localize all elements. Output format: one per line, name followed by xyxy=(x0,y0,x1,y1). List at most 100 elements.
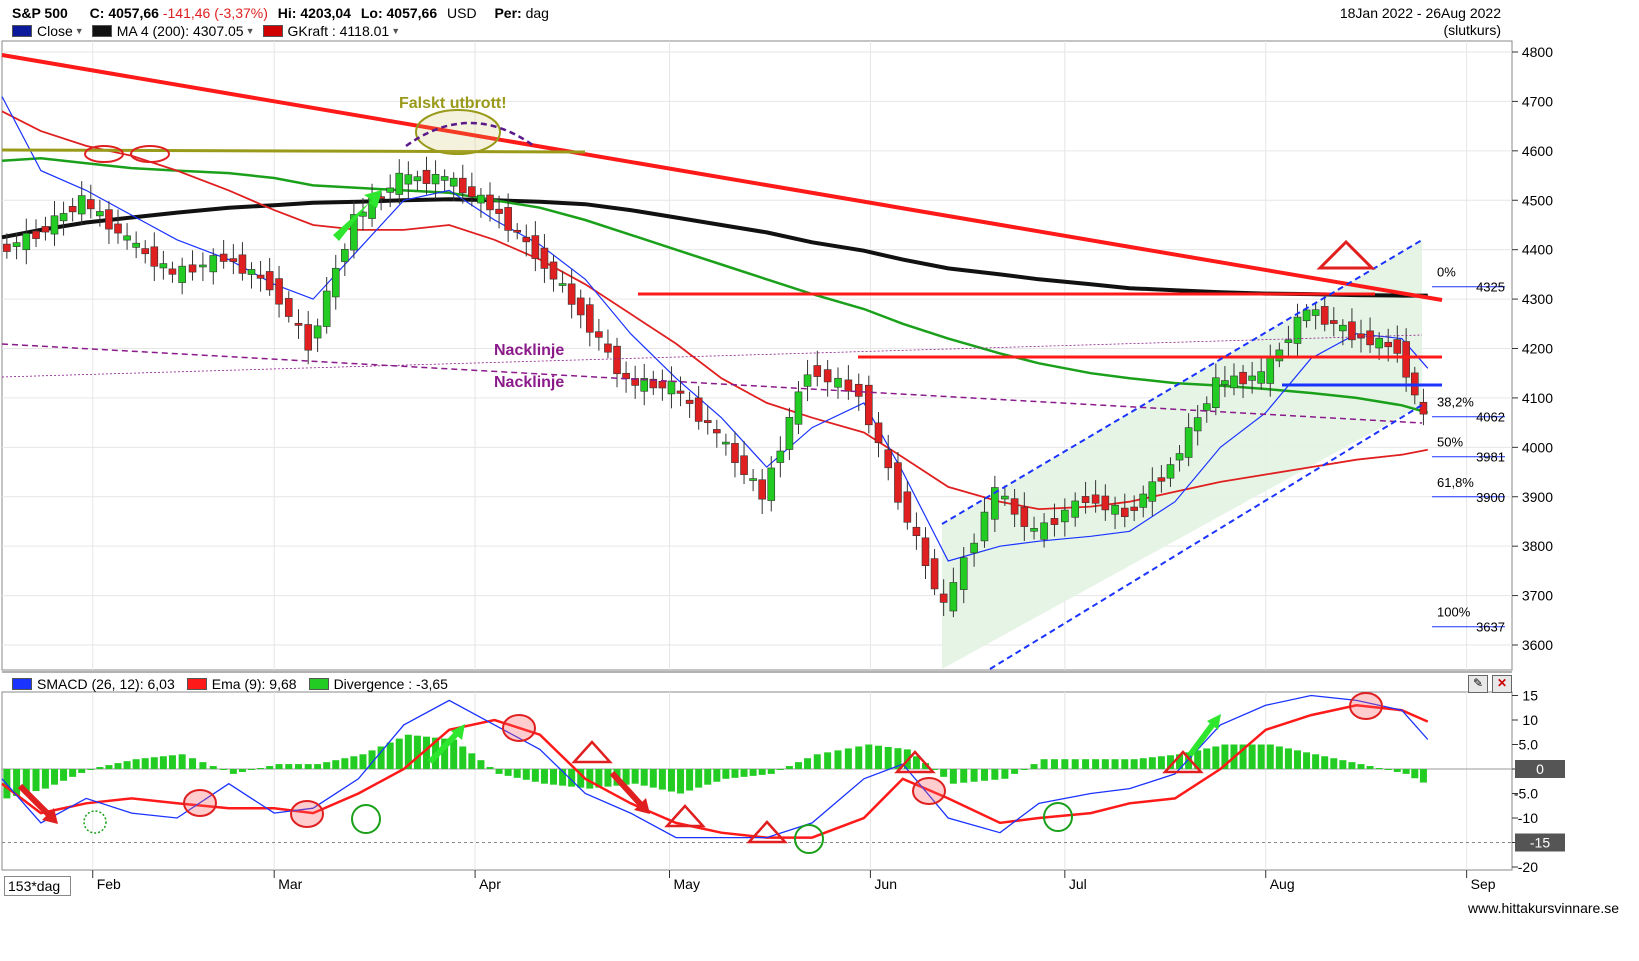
divergence-bar xyxy=(395,738,403,769)
divergence-bar xyxy=(776,769,784,770)
candle xyxy=(12,242,21,247)
divergence-bar xyxy=(540,769,548,784)
candle xyxy=(1166,464,1175,479)
divergence-bar xyxy=(531,769,539,782)
triangle-icon xyxy=(894,750,936,774)
candle xyxy=(1402,341,1410,378)
divergence-bar xyxy=(1275,746,1283,769)
ema-line xyxy=(1,704,1429,839)
divergence-bar xyxy=(1130,759,1138,769)
divergence-bar xyxy=(1375,768,1383,770)
legend-close[interactable]: Close xyxy=(37,23,73,39)
candle xyxy=(558,283,567,286)
divergence-bar xyxy=(229,769,237,774)
candle xyxy=(649,378,658,389)
chevron-down-icon[interactable]: ▼ xyxy=(74,26,84,36)
candle xyxy=(1329,320,1338,324)
fib-pct: 100% xyxy=(1437,605,1471,620)
macd-legend: SMACD (26, 12): 6,03 Ema (9): 9,68 Diver… xyxy=(12,676,448,692)
month-tick-label: Jun xyxy=(874,876,897,892)
macd-tick-label: -5.0 xyxy=(1514,786,1538,802)
price-tick-label: 4700 xyxy=(1522,93,1553,109)
divergence-bar xyxy=(577,769,585,788)
candle xyxy=(150,246,159,267)
chart-header: S&P 500 C: 4057,66 -141,46 (-3,37%) Hi: … xyxy=(12,5,549,21)
divergence-bar xyxy=(1221,744,1229,769)
divergence-bar xyxy=(1030,764,1038,769)
divergence-bar xyxy=(404,734,412,769)
candle xyxy=(96,211,104,217)
red-circle xyxy=(183,789,217,817)
divergence-bar xyxy=(1321,756,1329,769)
candle xyxy=(86,199,95,210)
legend-ema[interactable]: Ema (9): 9,68 xyxy=(211,676,297,692)
candle xyxy=(1120,507,1129,517)
change-value: -141,46 (-3,37%) xyxy=(162,5,268,21)
divergence-bar xyxy=(1293,750,1301,769)
divergence-bar xyxy=(1239,744,1247,769)
divergence-bar xyxy=(595,769,603,788)
candle xyxy=(540,247,549,269)
legend-ma[interactable]: MA 4 (200): 4307.05 xyxy=(116,23,244,39)
legend-gkraft[interactable]: GKraft : 4118.01 xyxy=(287,23,390,39)
divergence-bar xyxy=(704,769,712,785)
candle xyxy=(813,365,822,377)
date-range-box: 18Jan 2022 - 26Aug 2022 (slutkurs) xyxy=(1340,5,1501,39)
ma-green-line xyxy=(1,156,1429,414)
close-icon[interactable]: ✕ xyxy=(1492,675,1512,693)
candle xyxy=(1230,375,1238,389)
price-axis: 3600 3700 3800 3900 4000 4100 4200 4300 4400 4500… xyxy=(1512,44,1553,653)
chevron-down-icon[interactable]: ▼ xyxy=(245,26,255,36)
divergence-bar xyxy=(87,769,95,770)
wrench-icon[interactable]: ✎ xyxy=(1468,675,1488,693)
candle xyxy=(105,209,113,230)
candle xyxy=(68,206,77,213)
fib-pct: 38,2% xyxy=(1437,395,1474,410)
candle xyxy=(178,265,186,283)
candle xyxy=(1050,518,1059,525)
divergence-bar xyxy=(713,769,721,782)
divergence-bar xyxy=(257,768,265,770)
resistance-line xyxy=(1,148,586,154)
fib-pct: 50% xyxy=(1437,435,1463,450)
candle xyxy=(1111,504,1119,515)
divergence-bar xyxy=(377,746,385,769)
chevron-down-icon[interactable]: ▼ xyxy=(391,26,401,36)
divergence-bar xyxy=(970,769,978,782)
neckline-2 xyxy=(1,334,1423,378)
divergence-bar xyxy=(1366,766,1374,769)
price-tick-label: 4800 xyxy=(1522,44,1553,60)
symbol-name: S&P 500 xyxy=(12,5,68,21)
divergence-bar xyxy=(622,769,630,785)
candle xyxy=(785,417,794,450)
candle xyxy=(1010,498,1019,515)
divergence-bar xyxy=(1061,759,1069,769)
candle xyxy=(549,261,558,280)
candle xyxy=(1061,509,1069,523)
period-label: Per: xyxy=(494,5,522,21)
downtrend-line xyxy=(1,53,1443,302)
divergence-bar xyxy=(960,769,968,783)
divergence-bar xyxy=(568,769,576,787)
divergence-bar xyxy=(60,769,68,781)
red-circle xyxy=(1349,692,1383,720)
arrow-head xyxy=(1207,714,1221,730)
candle xyxy=(32,230,40,239)
divergence-bar xyxy=(894,748,902,769)
candle xyxy=(884,449,893,469)
fib-pct: 61,8% xyxy=(1437,475,1474,490)
legend-smacd[interactable]: SMACD (26, 12): 6,03 xyxy=(37,676,175,692)
triangle-icon xyxy=(746,820,788,844)
legend-divergence[interactable]: Divergence : -3,65 xyxy=(333,676,448,692)
candle xyxy=(939,593,948,603)
divergence-bar xyxy=(649,769,657,788)
candle xyxy=(676,390,685,394)
divergence-bar xyxy=(921,763,929,769)
triangle-icon xyxy=(1162,750,1204,774)
zero-tag xyxy=(1515,760,1565,778)
price-tick-label: 4100 xyxy=(1522,390,1553,406)
candle xyxy=(749,478,757,481)
candle xyxy=(41,226,50,233)
